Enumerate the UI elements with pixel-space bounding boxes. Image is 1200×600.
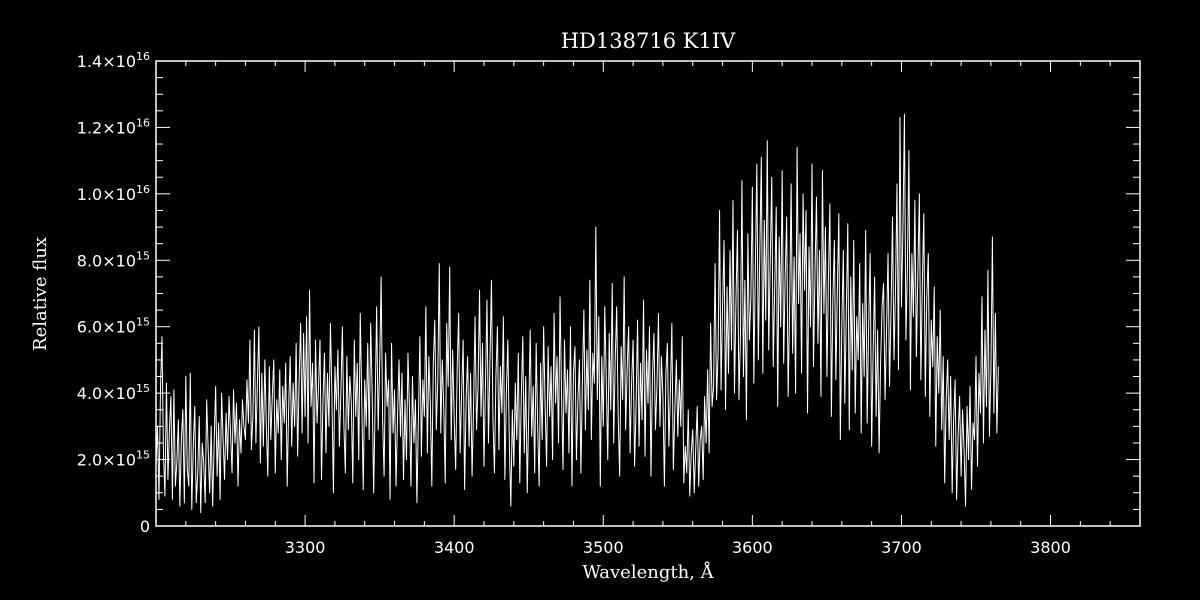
spectrum-line: [155, 113, 999, 514]
y-axis-ticks: 0 2.0×1015 4.0×1015 6.0×1015 8.0×1015 1.0×101…: [77, 50, 1140, 536]
y-axis-label: Relative flux: [30, 237, 51, 351]
y-tick-label: 0: [140, 517, 150, 536]
y-tick-label: 1.2×1016: [77, 116, 150, 137]
x-tick-label: 3600: [732, 538, 773, 557]
x-axis-label: Wavelength, Å: [582, 561, 714, 583]
x-tick-label: 3400: [434, 538, 475, 557]
y-tick-label: 1.0×1016: [77, 183, 150, 204]
chart-title: HD138716 K1IV: [561, 29, 736, 53]
x-tick-label: 3700: [881, 538, 922, 557]
y-tick-label: 1.4×1016: [77, 50, 150, 71]
x-tick-label: 3800: [1030, 538, 1071, 557]
spectrum-series: [155, 113, 999, 514]
x-tick-label: 3300: [285, 538, 326, 557]
y-tick-label: 4.0×1015: [77, 382, 150, 403]
x-tick-label: 3500: [583, 538, 624, 557]
x-axis-ticks: 3300 3400 3500 3600 3700 3800: [155, 61, 1141, 557]
y-tick-label: 6.0×1015: [77, 316, 150, 337]
y-tick-label: 8.0×1015: [77, 249, 150, 270]
y-tick-label: 2.0×1015: [77, 449, 150, 470]
